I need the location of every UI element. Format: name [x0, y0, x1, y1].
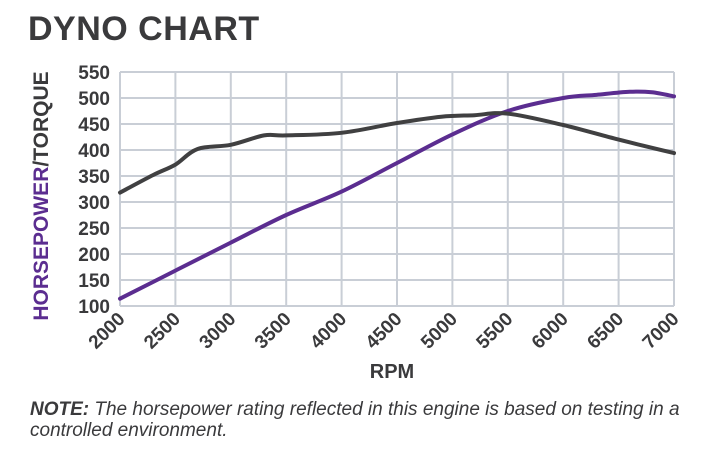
y-tick-label: 400	[78, 141, 110, 162]
torque-line	[118, 111, 676, 195]
x-tick-label: 3500	[251, 309, 296, 354]
dyno-chart: 100 150 200 250 300 350 400 450 500 550 2000 2500 3…	[30, 63, 684, 383]
y-axis-title-horsepower: HORSEPOWER	[30, 167, 53, 321]
note-text: The horsepower rating reflected in this …	[30, 399, 680, 441]
x-tick-labels: 2000 2500 3000 3500 4000 4500 5000 5500 6000 6500…	[85, 309, 684, 354]
series-lines	[118, 89, 676, 301]
x-tick-label: 4500	[362, 309, 407, 354]
horsepower-line	[118, 89, 676, 301]
x-tick-label: 5500	[473, 309, 518, 354]
x-tick-label: 5000	[417, 309, 462, 354]
y-axis-title: HORSEPOWER/TORQUE	[30, 71, 53, 320]
y-tick-label: 300	[78, 193, 110, 214]
x-tick-label: 6000	[528, 309, 573, 354]
x-tick-label: 4000	[306, 309, 351, 354]
x-axis-title: RPM	[370, 361, 414, 383]
y-tick-label: 250	[78, 219, 110, 240]
x-tick-label: 7000	[639, 309, 684, 354]
chart-title: DYNO CHART	[28, 10, 260, 48]
x-tick-label: 3000	[196, 309, 241, 354]
note-label: NOTE:	[30, 399, 90, 420]
y-tick-label: 200	[78, 245, 110, 266]
y-tick-label: 350	[78, 167, 110, 188]
y-tick-label: 500	[78, 89, 110, 110]
grid	[119, 71, 675, 307]
y-tick-label: 150	[78, 271, 110, 292]
y-tick-label: 550	[78, 63, 110, 84]
footnote: NOTE: The horsepower rating reflected in…	[30, 399, 690, 441]
y-tick-label: 450	[78, 115, 110, 136]
y-tick-label: 100	[78, 297, 110, 318]
x-tick-label: 2500	[140, 309, 185, 354]
y-axis-title-torque: /TORQUE	[30, 71, 53, 166]
y-tick-labels: 100 150 200 250 300 350 400 450 500 550	[78, 63, 110, 318]
x-tick-label: 6500	[583, 309, 628, 354]
